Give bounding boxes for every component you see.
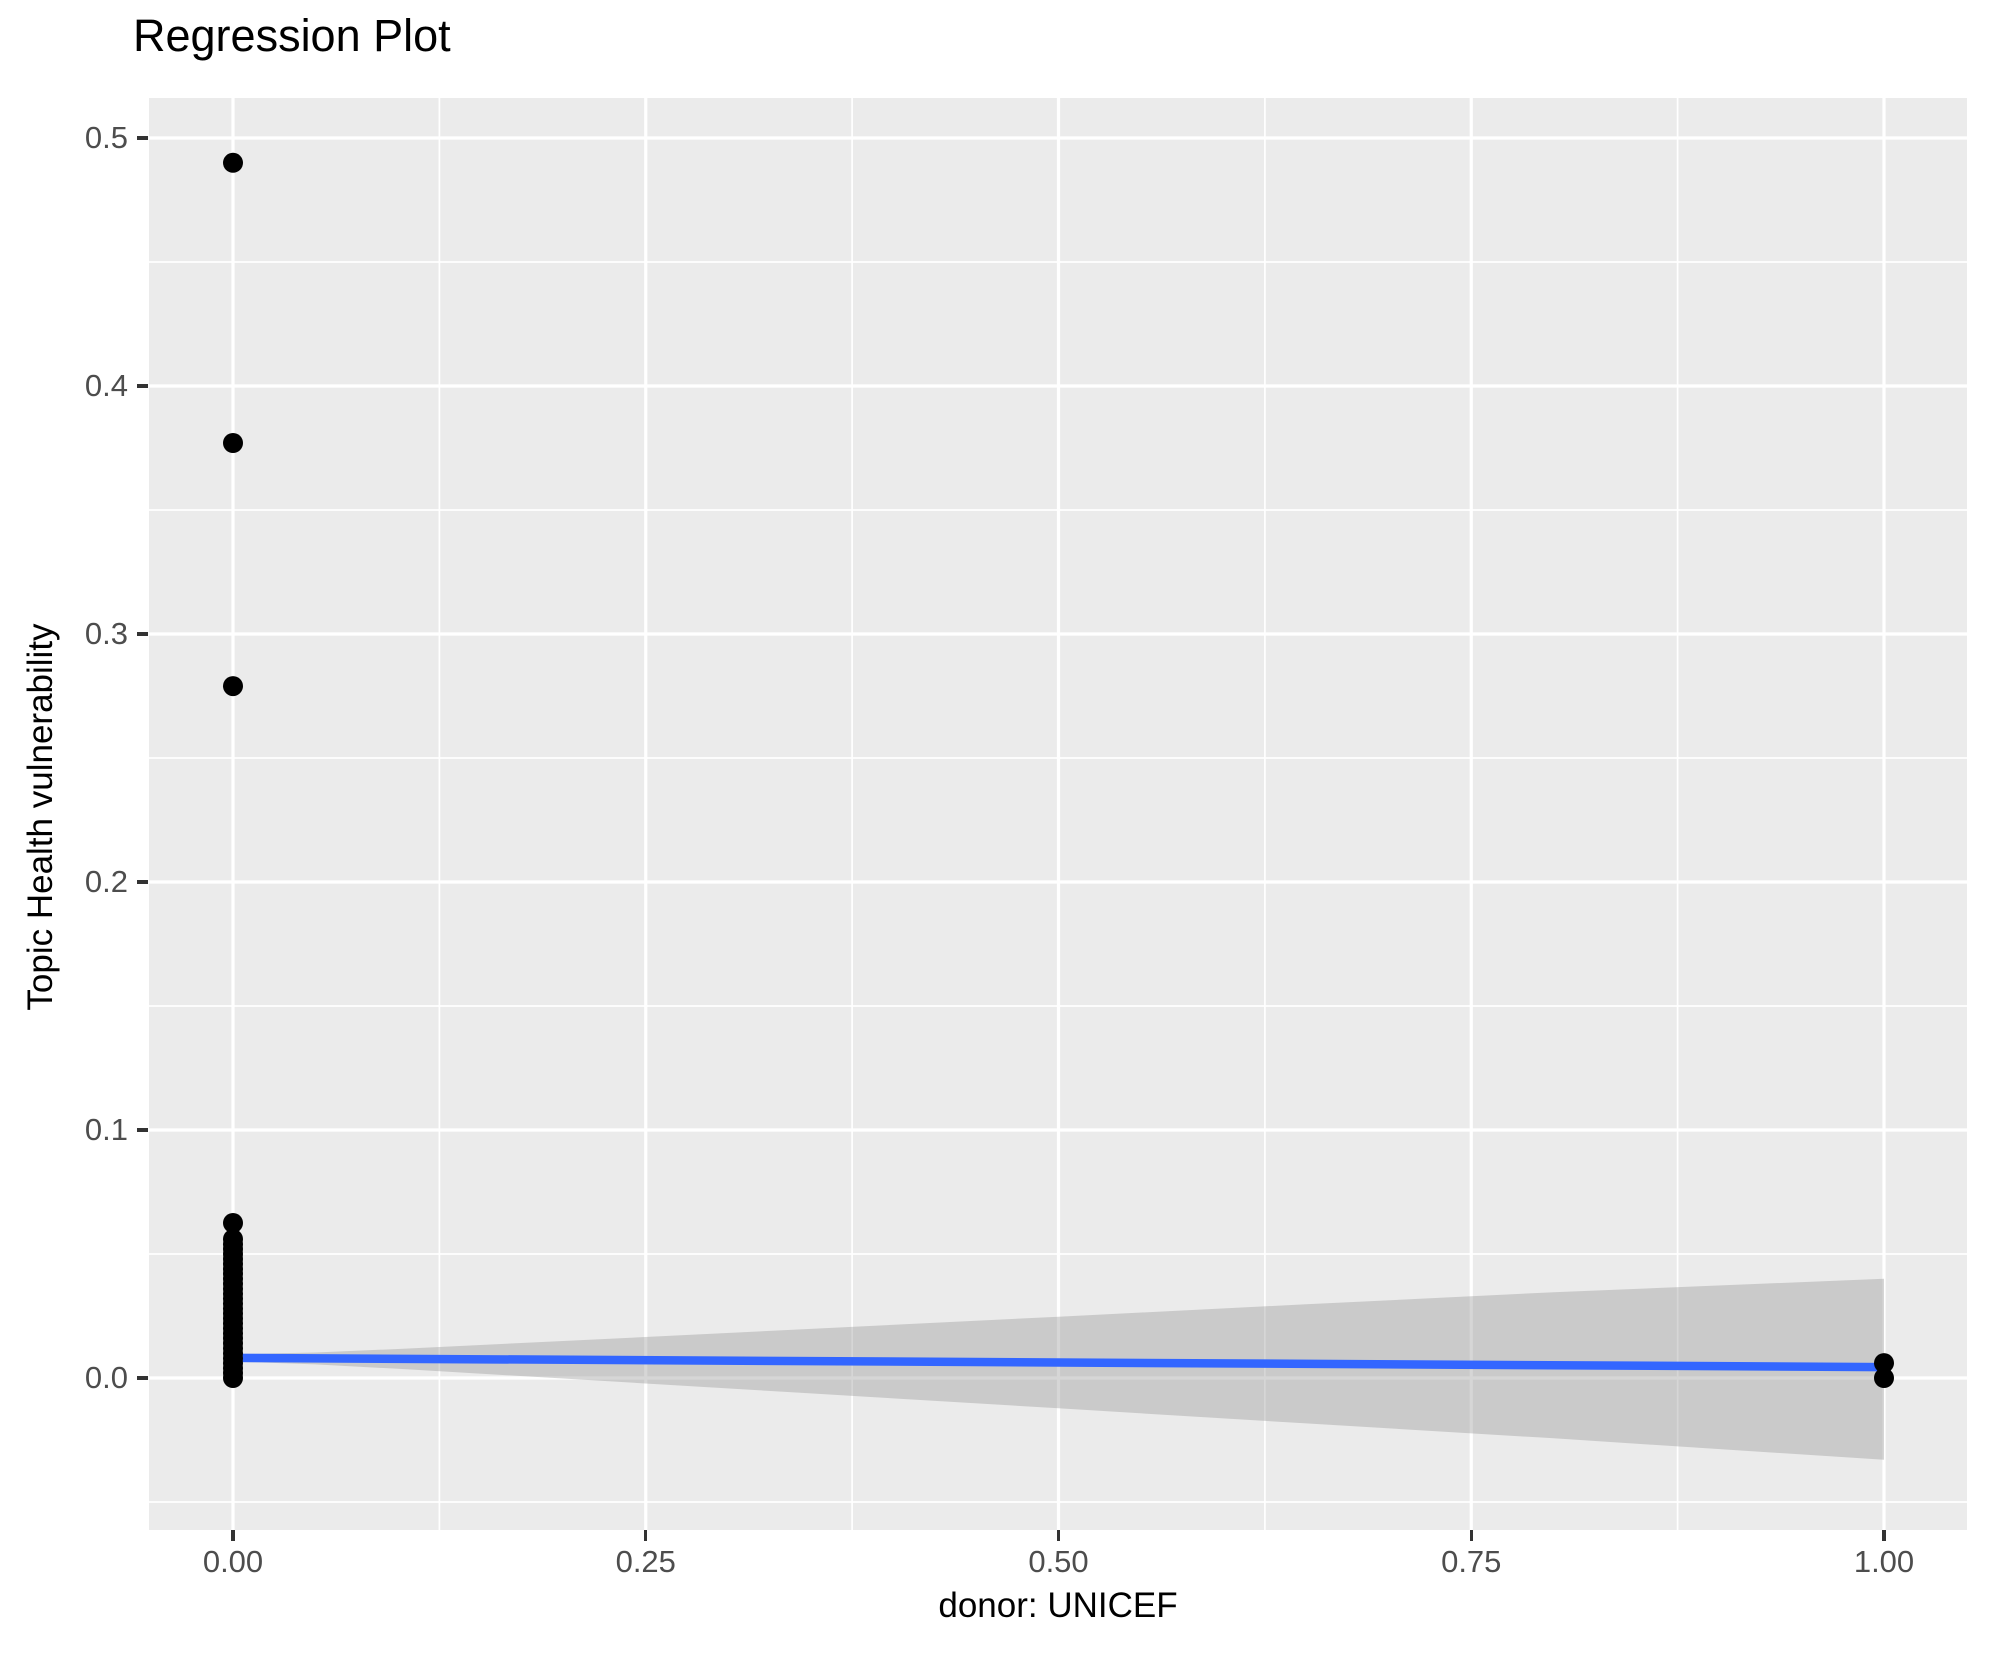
data-point xyxy=(223,1213,243,1233)
y-axis-tick-mark xyxy=(137,1376,148,1380)
x-tick-label: 0.00 xyxy=(202,1544,264,1579)
y-tick-label: 0.5 xyxy=(84,120,128,155)
y-tick-label: 0.1 xyxy=(84,1112,128,1147)
y-tick-label: 0.2 xyxy=(84,864,128,899)
x-axis-tick-mark xyxy=(1469,1530,1473,1541)
data-point xyxy=(223,1368,243,1388)
x-axis-tick-mark xyxy=(1882,1530,1886,1541)
y-tick-label: 0.0 xyxy=(84,1360,128,1395)
x-tick-label: 0.75 xyxy=(1441,1544,1502,1579)
plot-panel-svg xyxy=(149,98,1967,1530)
y-axis-tick-mark xyxy=(137,384,148,388)
x-axis-title: donor: UNICEF xyxy=(938,1586,1178,1625)
data-point xyxy=(1874,1368,1894,1388)
x-axis-tick-mark xyxy=(1056,1530,1061,1541)
data-point xyxy=(223,152,243,173)
y-axis-tick-mark xyxy=(137,136,148,140)
data-point xyxy=(223,676,243,697)
x-tick-label: 0.50 xyxy=(1028,1544,1089,1579)
y-tick-label: 0.4 xyxy=(84,368,128,403)
data-point xyxy=(223,433,243,453)
data-point xyxy=(1874,1353,1894,1374)
confidence-band xyxy=(233,1278,1884,1460)
y-tick-label: 0.3 xyxy=(84,616,128,651)
y-axis-title: Topic Health vulnerability xyxy=(21,623,60,1011)
regression-line xyxy=(232,1353,1885,1372)
x-tick-label: 1.00 xyxy=(1853,1544,1915,1579)
x-tick-label: 0.25 xyxy=(615,1544,676,1579)
y-axis-tick-mark xyxy=(137,1128,148,1132)
y-axis-tick-mark xyxy=(137,880,148,884)
x-axis-tick-mark xyxy=(644,1530,648,1541)
x-axis-tick-mark xyxy=(231,1530,235,1541)
y-axis-tick-mark xyxy=(137,632,148,636)
chart-title: Regression Plot xyxy=(133,10,451,61)
